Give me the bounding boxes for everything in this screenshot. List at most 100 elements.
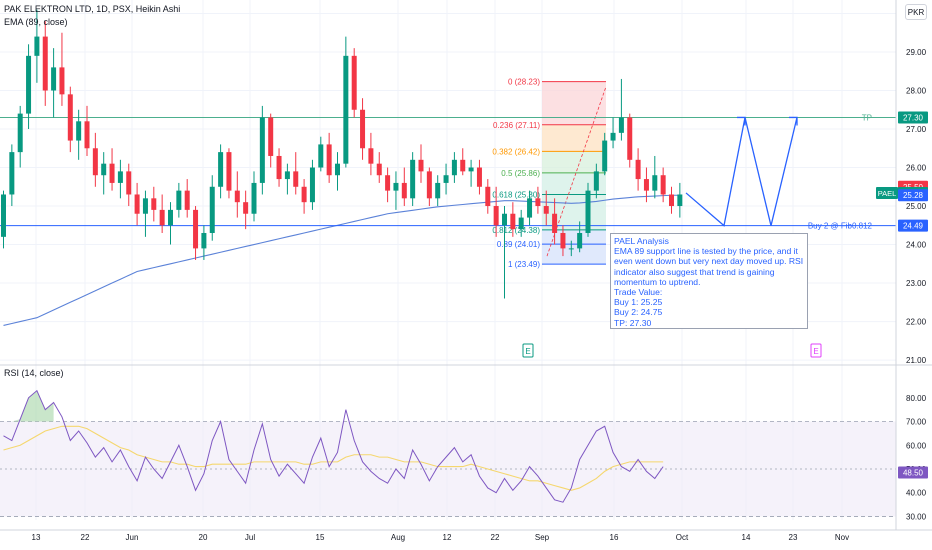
candle-body: [476, 167, 482, 187]
candle-body: [226, 152, 232, 191]
candle-body: [67, 94, 73, 141]
candle-body: [76, 121, 82, 141]
candle: [209, 175, 215, 241]
candle: [92, 132, 98, 187]
candle: [435, 175, 441, 207]
fib-level-label: 0.89 (24.01): [497, 240, 540, 249]
candle: [527, 190, 533, 226]
fib-retracement[interactable]: 0 (28.23) 0.236 (27.11) 0.382 (26.42) 0.5 (…: [492, 78, 607, 270]
candle: [476, 159, 482, 195]
candle: [493, 186, 499, 237]
time-tick-label: Sep: [535, 533, 550, 542]
ema-89-line: [3, 194, 680, 326]
candle: [142, 190, 148, 237]
rsi-pane: [0, 389, 896, 517]
candle: [42, 21, 48, 106]
candle-body: [669, 194, 674, 207]
horizontal-line-label: Buy 2 @ Fib0.812: [808, 222, 873, 231]
analysis-note[interactable]: PAEL Analysis EMA 89 support line is tes…: [610, 233, 808, 329]
fib-zone: [542, 124, 606, 152]
ema-layer: [3, 194, 680, 326]
candle-body: [218, 152, 224, 187]
candle: [126, 163, 132, 207]
candle-body: [652, 175, 658, 191]
candle: [201, 225, 207, 260]
time-tick-label: 14: [742, 533, 751, 542]
candle-body: [393, 182, 399, 191]
horizontal-lines[interactable]: TP Buy 2 @ Fib0.812: [0, 113, 896, 231]
candle-body: [435, 182, 441, 199]
time-tick-label: 20: [199, 533, 208, 542]
time-tick-label: Jun: [126, 533, 139, 542]
candle: [109, 148, 115, 191]
rsi-tick-label: 70.00: [906, 418, 927, 427]
event-marker-letter: E: [525, 347, 530, 356]
candle-body: [293, 171, 299, 187]
candle: [101, 152, 107, 195]
candle-body: [326, 144, 332, 176]
candle-body: [9, 152, 15, 195]
candle-body: [568, 248, 574, 250]
candle: [560, 225, 566, 257]
note-trade-label: Trade Value:: [614, 287, 663, 298]
candle-body: [168, 209, 173, 226]
candle: [410, 152, 416, 207]
candle: [568, 240, 574, 257]
candle-body: [518, 217, 524, 230]
candle: [1, 190, 6, 249]
candle-body: [660, 175, 666, 195]
candle-body: [268, 117, 274, 156]
candle-body: [234, 190, 240, 203]
currency-badge[interactable]: PKR: [905, 4, 927, 20]
candle: [669, 186, 674, 214]
candle-body: [34, 36, 40, 56]
fib-level-label: 0 (28.23): [508, 78, 540, 87]
note-buy2: Buy 2: 24.75: [614, 307, 663, 318]
price-badge: 24.49: [898, 219, 928, 232]
event-marker-letter: E: [813, 347, 818, 356]
fib-zone: [542, 194, 606, 230]
price-tick-label: 23.00: [906, 279, 927, 288]
candle: [293, 152, 299, 195]
candle-body: [243, 202, 249, 214]
candle: [602, 132, 608, 176]
fib-level-label: 0.382 (26.42): [492, 147, 540, 156]
candle: [243, 190, 249, 230]
time-tick-label: Oct: [676, 533, 689, 542]
fib-level-label: 0.812 (24.38): [492, 226, 540, 235]
price-badge: 25.28: [898, 189, 928, 202]
candle: [84, 105, 90, 156]
candle-body: [602, 140, 608, 172]
candle: [326, 132, 332, 183]
time-tick-label: 13: [32, 533, 41, 542]
candle: [677, 182, 683, 218]
projection-arrows[interactable]: [685, 116, 798, 227]
candle: [502, 206, 507, 299]
candle: [218, 144, 224, 199]
candle: [343, 36, 349, 168]
candle-body: [510, 213, 516, 230]
candle-body: [251, 182, 257, 214]
candle: [485, 179, 491, 214]
candle: [234, 171, 240, 218]
event-marker: E: [522, 343, 534, 358]
candle-body: [585, 190, 591, 233]
candle-body: [543, 206, 549, 214]
symbol-tag-text: PAEL: [878, 189, 897, 198]
price-badge: 27.30: [898, 111, 928, 124]
projection-path: [685, 117, 798, 227]
price-badge-text: 24.49: [903, 222, 924, 231]
candle-body: [368, 148, 374, 164]
candle: [468, 159, 474, 187]
time-tick-label: 16: [610, 533, 619, 542]
candle-body: [259, 117, 265, 183]
candle: [309, 159, 315, 210]
fib-level-label: 1 (23.49): [508, 260, 540, 269]
candle-body: [577, 232, 583, 249]
candle: [618, 78, 624, 141]
candle-body: [51, 67, 57, 91]
candle-body: [276, 155, 282, 180]
price-tick-label: 27.00: [906, 125, 927, 134]
candle: [251, 171, 257, 222]
candle-body: [335, 163, 340, 176]
